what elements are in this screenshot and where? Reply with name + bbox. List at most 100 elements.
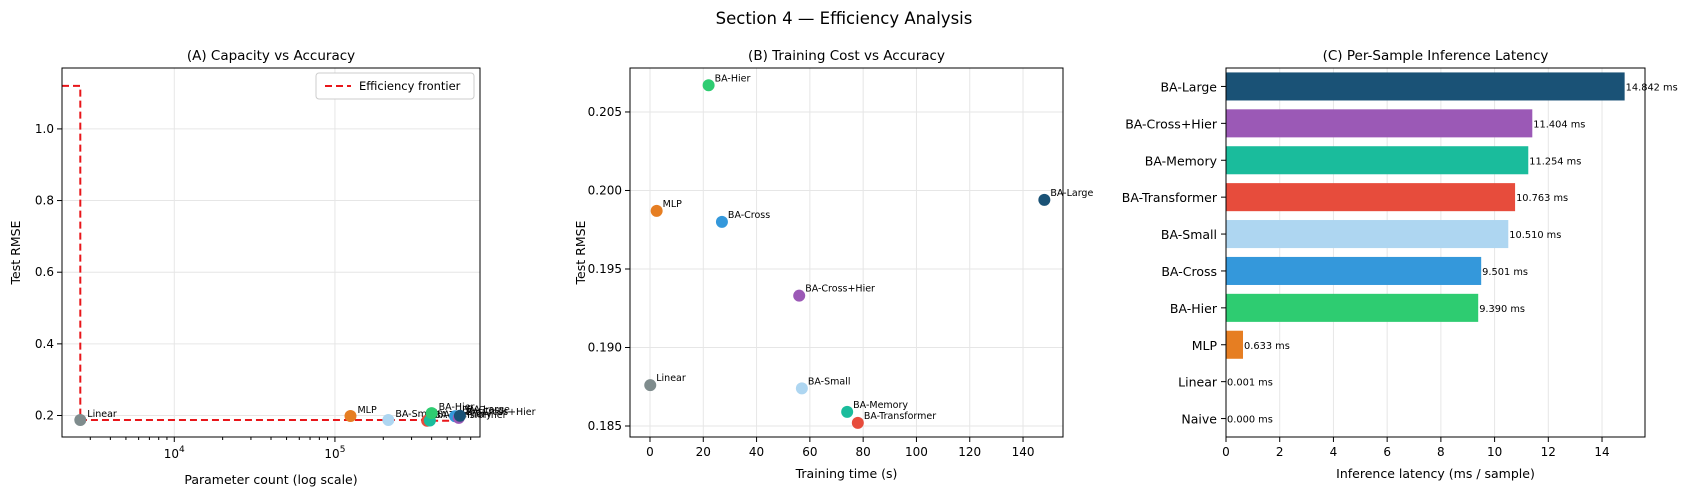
bar-value-label: 14.842 ms bbox=[1626, 82, 1678, 93]
x-tick-label: 0 bbox=[646, 445, 654, 459]
y-tick-label: BA-Small bbox=[1161, 227, 1217, 242]
bar-ba-transformer bbox=[1226, 183, 1516, 212]
panel-a-capacity-vs-accuracy: LinearMLPBA-SmallBA-TransformerBA-Memory… bbox=[8, 48, 536, 487]
point-label: BA-Hier bbox=[439, 402, 475, 413]
point-linear bbox=[644, 379, 657, 392]
plot-frame bbox=[1225, 67, 1646, 438]
x-axis-label: Parameter count (log scale) bbox=[184, 472, 357, 487]
y-tick-label: 0.200 bbox=[588, 183, 622, 197]
bar-ba-memory bbox=[1226, 146, 1529, 175]
bar-ba-cross+hier bbox=[1226, 109, 1533, 138]
point-label: BA-Cross+Hier bbox=[466, 407, 536, 418]
x-tick-label: 120 bbox=[958, 445, 981, 459]
y-axis-label: Test RMSE bbox=[573, 220, 588, 285]
efficiency-frontier-line bbox=[62, 84, 460, 422]
x-tick-label: 0 bbox=[1222, 445, 1230, 459]
y-tick-label: 0.2 bbox=[35, 409, 54, 423]
y-tick-label: 0.4 bbox=[35, 337, 54, 351]
plot-frame bbox=[629, 67, 1064, 438]
y-tick-label: 0.190 bbox=[588, 340, 622, 354]
y-tick-label: BA-Transformer bbox=[1122, 190, 1218, 205]
point-ba-small bbox=[382, 414, 395, 427]
x-axis-label: Inference latency (ms / sample) bbox=[1336, 466, 1535, 481]
point-ba-large bbox=[453, 409, 466, 422]
y-tick-label: 0.6 bbox=[35, 265, 54, 279]
panel-title: (A) Capacity vs Accuracy bbox=[187, 48, 355, 64]
x-tick-label: 20 bbox=[696, 445, 711, 459]
bar-ba-cross bbox=[1226, 256, 1482, 285]
point-ba-cross bbox=[715, 215, 728, 228]
legend-label: Efficiency frontier bbox=[359, 79, 461, 93]
y-tick-label: Linear bbox=[1178, 375, 1218, 390]
point-ba-transformer bbox=[851, 416, 864, 429]
point-label: BA-Cross bbox=[462, 405, 504, 416]
x-tick-label: 14 bbox=[1594, 445, 1609, 459]
y-axis-label: Test RMSE bbox=[8, 220, 23, 285]
x-tick-label: 10 bbox=[1487, 445, 1502, 459]
bar-value-label: 0.633 ms bbox=[1244, 341, 1290, 352]
panel-title: (C) Per-Sample Inference Latency bbox=[1323, 48, 1549, 64]
bar-value-label: 9.501 ms bbox=[1482, 267, 1528, 278]
y-tick-label: 0.205 bbox=[588, 105, 622, 119]
bar-mlp bbox=[1226, 330, 1244, 359]
point-ba-memory bbox=[841, 405, 854, 418]
bar-value-label: 9.390 ms bbox=[1479, 304, 1525, 315]
y-tick-label: 1.0 bbox=[35, 122, 54, 136]
x-tick-label: 6 bbox=[1383, 445, 1391, 459]
point-label: BA-Small bbox=[808, 376, 851, 387]
point-label: BA-Cross+Hier bbox=[805, 284, 875, 295]
bar-value-label: 11.404 ms bbox=[1533, 119, 1585, 130]
x-tick-label: 100 bbox=[905, 445, 928, 459]
y-tick-label: BA-Cross bbox=[1161, 264, 1217, 279]
point-label: BA-Cross bbox=[728, 210, 770, 221]
y-tick-label: MLP bbox=[1192, 338, 1218, 353]
bar-value-label: 11.254 ms bbox=[1529, 156, 1581, 167]
panel-c-inference-latency: 14.842 ms BA-Large 11.404 ms BA-Cross+Hier 1… bbox=[1122, 48, 1678, 481]
point-label: BA-Small bbox=[395, 409, 438, 420]
y-tick-label: Naive bbox=[1181, 412, 1217, 427]
point-label: MLP bbox=[357, 405, 376, 416]
panel-b-training-cost-vs-accuracy: Linear MLP BA-Hier BA-Cross BA-Cross+Hier BA-… bbox=[573, 48, 1093, 481]
point-mlp bbox=[344, 409, 357, 422]
bar-ba-large bbox=[1226, 72, 1625, 101]
x-tick-label: 60 bbox=[802, 445, 817, 459]
panel-title: (B) Training Cost vs Accuracy bbox=[748, 48, 945, 64]
point-label: MLP bbox=[663, 199, 682, 210]
point-ba-cross+hier bbox=[793, 289, 806, 302]
x-tick-label: 80 bbox=[856, 445, 871, 459]
x-tick-label: 40 bbox=[749, 445, 764, 459]
y-tick-label: 0.185 bbox=[588, 419, 622, 433]
point-label: BA-Large bbox=[1050, 188, 1093, 199]
y-tick-label: 0.8 bbox=[35, 194, 54, 208]
point-ba-hier bbox=[702, 79, 715, 92]
x-tick-label: 4 bbox=[1330, 445, 1338, 459]
bar-value-label: 10.510 ms bbox=[1509, 230, 1561, 241]
point-linear bbox=[74, 413, 87, 426]
point-label: BA-Transformer bbox=[864, 411, 936, 422]
figure-suptitle: Section 4 — Efficiency Analysis bbox=[716, 9, 973, 28]
point-ba-hier bbox=[425, 407, 438, 420]
x-tick-label: 104 bbox=[164, 445, 185, 461]
x-tick-label: 8 bbox=[1437, 445, 1445, 459]
x-tick-label: 2 bbox=[1276, 445, 1284, 459]
y-tick-label: BA-Hier bbox=[1170, 301, 1218, 316]
y-tick-label: BA-Large bbox=[1160, 79, 1217, 94]
point-ba-small bbox=[795, 382, 808, 395]
x-axis-label: Training time (s) bbox=[795, 466, 898, 481]
point-label: BA-Large bbox=[467, 405, 510, 416]
x-tick-label: 140 bbox=[1012, 445, 1035, 459]
point-ba-large bbox=[1038, 193, 1051, 206]
point-label: BA-Hier bbox=[715, 73, 751, 84]
y-tick-label: 0.195 bbox=[588, 262, 622, 276]
y-tick-label: BA-Cross+Hier bbox=[1125, 116, 1218, 131]
x-tick-label: 12 bbox=[1541, 445, 1556, 459]
point-label: BA-Transformer bbox=[434, 410, 506, 421]
point-label: BA-Memory bbox=[853, 400, 908, 411]
x-tick-label: 105 bbox=[324, 445, 345, 461]
plot-frame bbox=[61, 67, 481, 438]
bar-ba-small bbox=[1226, 220, 1509, 249]
bar-value-label: 10.763 ms bbox=[1516, 193, 1568, 204]
legend-box bbox=[315, 72, 475, 100]
point-label: Linear bbox=[87, 409, 117, 420]
